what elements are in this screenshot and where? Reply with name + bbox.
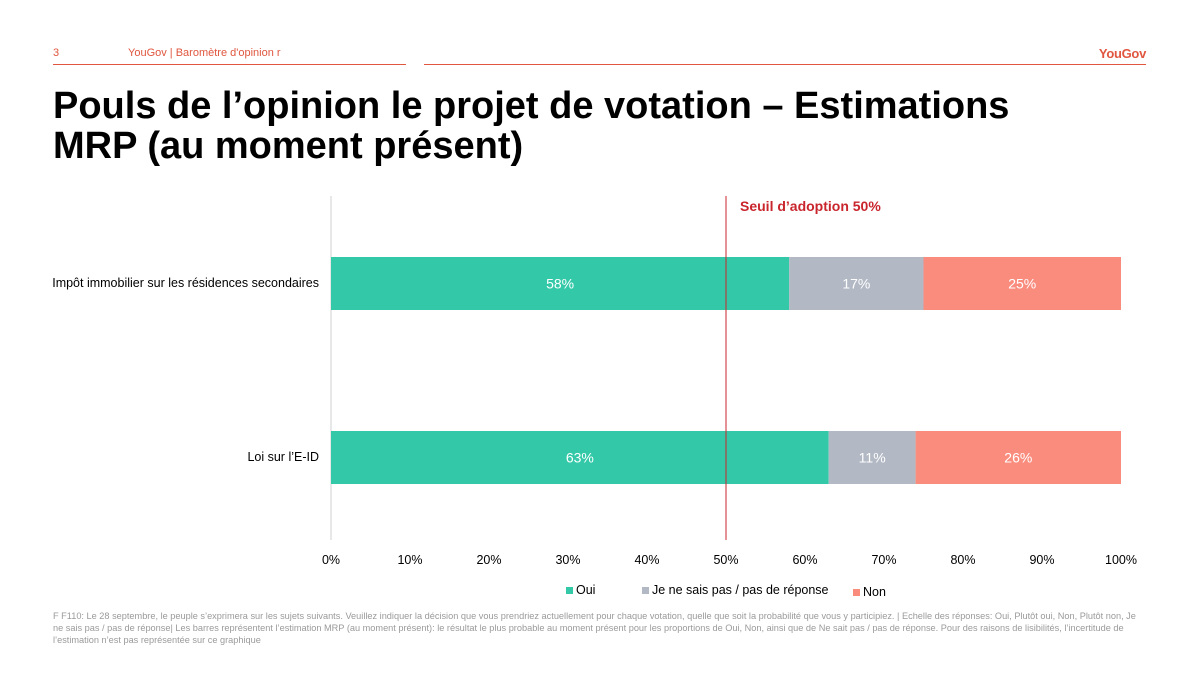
bar-nsp-2 [828,431,916,484]
header-rule-right [424,64,1146,65]
header-rule-left [53,64,406,65]
data-label-nsp-2: 11% [859,450,886,466]
page-number: 3 [53,47,60,59]
legend-label: Non [863,585,886,599]
threshold-label: Seuil d’adoption 50% [740,198,881,214]
x-tick-label: 30% [555,553,580,567]
bar-non-2 [915,431,1121,484]
legend-label: Oui [576,583,596,597]
x-tick-label: 0% [322,553,340,567]
bar-oui-2 [331,431,829,484]
x-tick-label: 60% [792,553,817,567]
legend-item-nsp: Je ne sais pas / pas de réponse [642,583,829,597]
legend-item-non: Non [853,585,886,599]
legend-swatch [642,587,649,595]
legend-swatch [853,589,860,597]
data-label-oui-1: 58% [546,276,574,292]
x-tick-label: 80% [950,553,975,567]
legend-label: Je ne sais pas / pas de réponse [652,583,829,597]
stacked-bar-chart: 58% 17% 25% 63% 11% 26% 0% 10% 20% 30% 40% 50% 60% 70… [322,196,1137,567]
data-label-nsp-1: 17% [842,276,870,292]
bar-oui-1 [331,257,790,310]
footnote: F F110: Le 28 septembre, le peuple s’exp… [53,611,1136,645]
x-tick-label: 100% [1105,553,1137,567]
data-label-non-1: 25% [1008,276,1036,292]
x-tick-label: 90% [1029,553,1054,567]
category-label: Loi sur l’E-ID [247,449,319,464]
page-title: Pouls de l’opinion le projet de votation… [53,85,1010,167]
header-source-text: YouGov | Baromètre d'opinion r [128,47,281,59]
bar-non-1 [923,257,1121,310]
x-tick-label: 50% [713,553,738,567]
legend-item-oui: Oui [566,583,595,597]
data-label-non-2: 26% [1004,450,1032,466]
legend-swatch [566,587,573,595]
x-tick-label: 10% [397,553,422,567]
x-tick-label: 70% [871,553,896,567]
data-label-oui-2: 63% [566,450,594,466]
x-tick-label: 40% [634,553,659,567]
bar-nsp-1 [789,257,924,310]
x-tick-label: 20% [476,553,501,567]
category-label: Impôt immobilier sur les résidences seco… [52,275,319,290]
yougov-logo: YouGov [1098,46,1146,61]
